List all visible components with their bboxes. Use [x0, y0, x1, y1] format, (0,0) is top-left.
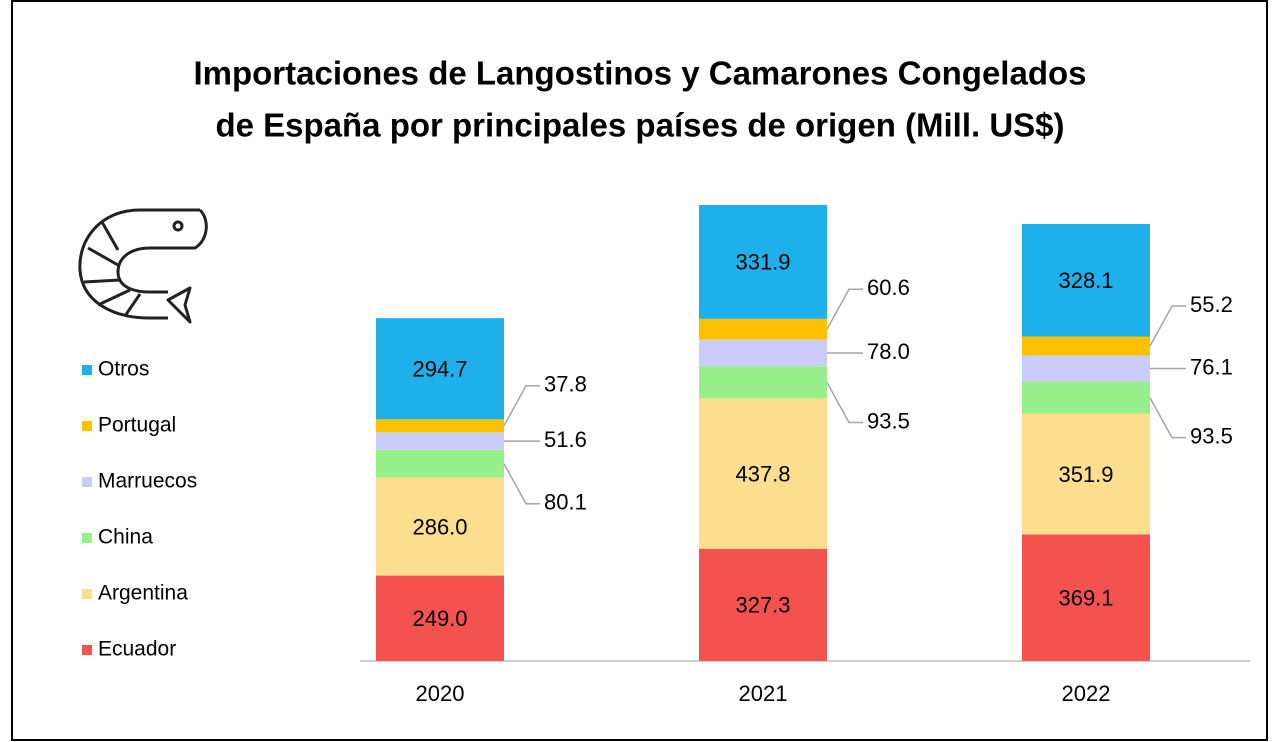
legend-label: China — [98, 526, 153, 549]
chart-title: Importaciones de Langostinos y Camarones… — [193, 55, 1086, 92]
legend-label: Portugal — [98, 414, 176, 437]
bar-segment — [1022, 413, 1150, 535]
x-tick-label: 2021 — [739, 681, 788, 706]
leader-line — [503, 463, 540, 505]
data-label: 37.8 — [544, 372, 587, 397]
bar-segment — [1022, 381, 1150, 414]
data-label: 351.9 — [1058, 462, 1113, 487]
bar-segment — [699, 339, 827, 367]
data-label: 51.6 — [544, 427, 587, 452]
shrimp-icon — [78, 208, 208, 324]
legend-label: Ecuador — [98, 638, 176, 661]
legend-label: Marruecos — [98, 470, 197, 493]
frame — [11, 0, 1268, 741]
data-label: 286.0 — [412, 514, 467, 539]
bar-segment — [376, 419, 504, 433]
data-label: 327.3 — [735, 593, 790, 618]
data-label: 78.0 — [867, 339, 910, 364]
bar-segment — [1022, 336, 1150, 356]
bar-segment — [699, 205, 827, 319]
chart-title: de España por principales países de orig… — [215, 107, 1064, 144]
leader-line — [1149, 397, 1186, 439]
legend-swatch — [82, 589, 92, 599]
data-label: 294.7 — [412, 357, 467, 382]
leader-line — [503, 385, 540, 427]
bar-segment — [699, 548, 827, 661]
bar-segment — [699, 398, 827, 549]
bar-segment — [376, 449, 504, 478]
data-label: 437.8 — [735, 461, 790, 486]
bar-segment — [1022, 223, 1150, 337]
bar-segment — [1022, 355, 1150, 382]
legend-swatch — [82, 645, 92, 655]
legend-swatch — [82, 533, 92, 543]
data-label: 60.6 — [867, 275, 910, 300]
bar-segment — [376, 318, 504, 420]
leader-line — [826, 288, 863, 330]
bar-segment — [1022, 534, 1150, 661]
legend-swatch — [82, 365, 92, 375]
data-label: 249.0 — [412, 606, 467, 631]
x-tick-label: 2022 — [1062, 681, 1111, 706]
leader-line — [826, 382, 863, 424]
data-label: 331.9 — [735, 250, 790, 275]
data-label: 93.5 — [867, 408, 910, 433]
legend-swatch — [82, 421, 92, 431]
leader-line — [1149, 305, 1186, 347]
data-label: 328.1 — [1058, 268, 1113, 293]
bar-segment — [699, 366, 827, 399]
data-label: 369.1 — [1058, 585, 1113, 610]
data-label: 80.1 — [544, 490, 587, 515]
data-label: 76.1 — [1190, 354, 1233, 379]
bar-segment — [376, 575, 504, 661]
legend-label: Argentina — [98, 582, 188, 605]
data-label: 93.5 — [1190, 423, 1233, 448]
bar-segment — [376, 477, 504, 576]
bar-segment — [699, 318, 827, 340]
legend-label: Otros — [98, 358, 149, 381]
data-label: 55.2 — [1190, 292, 1233, 317]
bar-segment — [376, 432, 504, 450]
x-tick-label: 2020 — [416, 681, 465, 706]
legend-swatch — [82, 477, 92, 487]
